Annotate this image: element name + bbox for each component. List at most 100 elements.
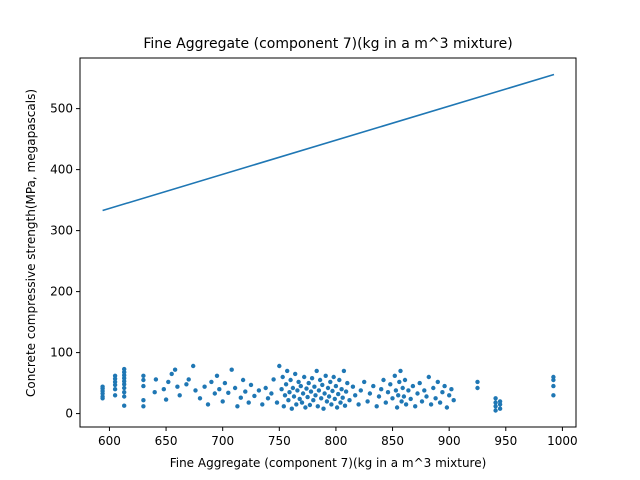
scatter-point (122, 394, 127, 399)
scatter-point (300, 391, 306, 396)
scatter-point (256, 388, 262, 393)
scatter-point (415, 391, 420, 396)
scatter-point (422, 388, 427, 393)
y-tick-label: 100 (50, 346, 73, 360)
scatter-point (197, 396, 203, 401)
scatter-point (166, 379, 171, 385)
scatter-point (394, 405, 400, 410)
scatter-point (193, 388, 198, 393)
scatter-point (311, 398, 316, 403)
scatter-point (322, 391, 327, 396)
scatter-point (343, 389, 349, 394)
scatter-point (419, 399, 425, 404)
scatter-point (122, 379, 127, 384)
scatter-point (340, 395, 345, 400)
scatter-point (112, 387, 118, 392)
scatter-point (285, 368, 290, 374)
scatter-point (493, 396, 498, 401)
scatter-point (112, 373, 118, 378)
scatter-point (122, 373, 127, 378)
scatter-point (212, 391, 217, 396)
scatter-point (331, 374, 336, 380)
scatter-point (269, 391, 274, 396)
scatter-point (290, 385, 296, 391)
scatter-point (191, 363, 196, 369)
scatter-point (393, 388, 399, 393)
scatter-point (320, 382, 325, 388)
x-tick-label: 850 (381, 434, 404, 448)
scatter-point (313, 393, 318, 398)
scatter-point (333, 383, 339, 389)
scatter-point (424, 394, 429, 399)
scatter-point (408, 396, 413, 402)
scatter-point (122, 366, 127, 372)
scatter-point (177, 393, 182, 398)
scatter-point (307, 402, 313, 408)
y-tick-label: 200 (50, 285, 73, 299)
scatter-point (323, 373, 328, 378)
scatter-point (475, 385, 480, 391)
scatter-point (316, 388, 322, 393)
scatter-point (122, 390, 127, 395)
scatter-point (388, 382, 393, 387)
scatter-point (222, 380, 228, 386)
scatter-point (289, 406, 294, 411)
scatter-point (440, 390, 445, 395)
scatter-point (232, 385, 238, 391)
scatter-point (493, 408, 498, 413)
scatter-point (435, 379, 440, 385)
fit-line (102, 73, 555, 212)
scatter-point (280, 374, 285, 380)
scatter-point (100, 396, 105, 401)
scatter-point (238, 395, 243, 400)
scatter-point (338, 400, 343, 405)
y-tick-label: 0 (65, 407, 73, 421)
scatter-point (444, 405, 450, 410)
scatter-point (303, 405, 308, 410)
scatter-point (328, 379, 333, 385)
scatter-point (330, 388, 335, 394)
scatter-point (339, 387, 344, 392)
scatter-point (141, 377, 146, 383)
scatter-point (248, 382, 254, 388)
scatter-point (329, 402, 334, 407)
scatter-point (141, 383, 146, 389)
scatter-point (161, 387, 166, 392)
plot-frame (79, 57, 577, 428)
scatter-point (447, 393, 452, 398)
scatter-point (399, 399, 404, 404)
scatter-point (497, 406, 503, 411)
scatter-point (302, 374, 307, 380)
scatter-point (283, 382, 289, 387)
scatter-point (205, 402, 211, 407)
scatter-point (413, 404, 418, 409)
scatter-point (400, 385, 405, 391)
scatter-point (299, 400, 305, 405)
scatter-point (347, 398, 352, 403)
scatter-point (202, 384, 207, 389)
scatter-point (410, 383, 416, 389)
x-tick-label: 700 (211, 434, 234, 448)
scatter-point (172, 367, 178, 372)
scatter-point (437, 400, 443, 405)
scatter-point (288, 377, 293, 383)
scatter-point (141, 404, 146, 409)
scatter-point (401, 394, 407, 399)
scatter-point (371, 383, 376, 389)
scatter-point (217, 387, 222, 392)
scatter-point (265, 396, 271, 401)
scatter-point (305, 394, 310, 400)
scatter-point (428, 402, 434, 407)
scatter-point (235, 404, 240, 409)
scatter-point (209, 379, 214, 385)
scatter-point (184, 382, 189, 387)
scatter-point (336, 391, 341, 397)
scatter-point (295, 388, 300, 393)
scatter-point (332, 396, 337, 402)
scatter-point (402, 377, 408, 383)
scatter-point (263, 385, 268, 391)
scatter-point (381, 377, 386, 383)
chart-title: Fine Aggregate (component 7)(kg in a m^3… (143, 36, 512, 52)
y-tick-label: 300 (50, 224, 73, 238)
